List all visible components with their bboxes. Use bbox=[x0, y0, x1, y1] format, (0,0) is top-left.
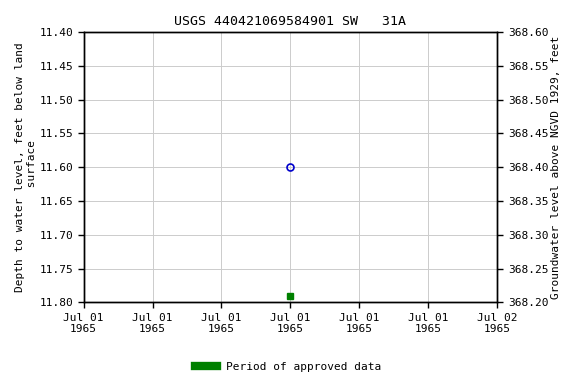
Y-axis label: Depth to water level, feet below land
 surface: Depth to water level, feet below land su… bbox=[15, 42, 37, 292]
Title: USGS 440421069584901 SW   31A: USGS 440421069584901 SW 31A bbox=[175, 15, 407, 28]
Legend: Period of approved data: Period of approved data bbox=[191, 358, 385, 377]
Y-axis label: Groundwater level above NGVD 1929, feet: Groundwater level above NGVD 1929, feet bbox=[551, 36, 561, 299]
